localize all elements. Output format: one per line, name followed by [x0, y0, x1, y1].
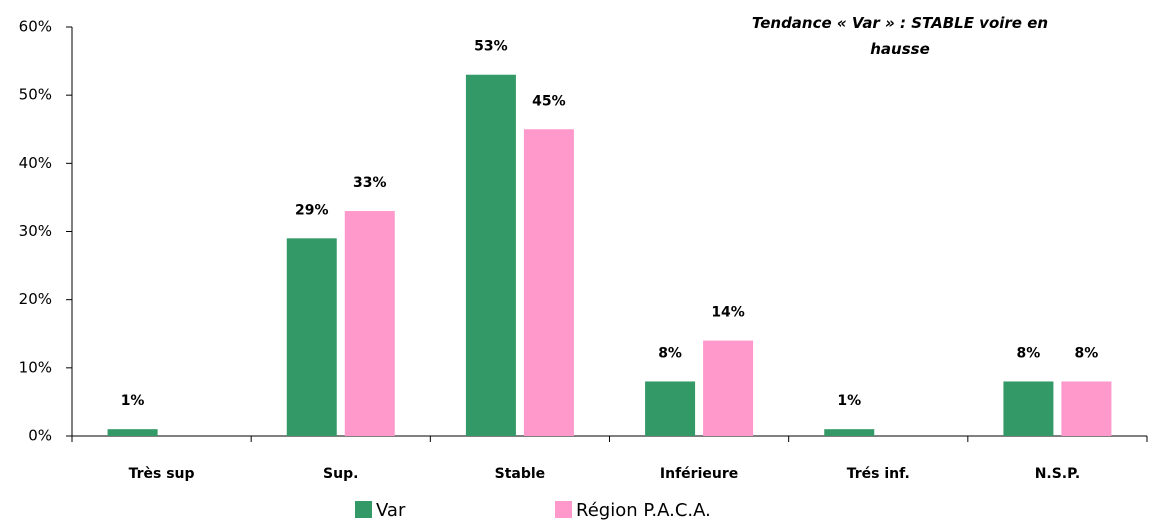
data-label: 1% — [121, 393, 145, 409]
data-label: 1% — [837, 393, 861, 409]
bar — [703, 340, 754, 436]
bar — [465, 74, 516, 436]
bar — [344, 211, 395, 436]
y-tick-label: 60% — [19, 18, 52, 36]
legend-swatch — [355, 501, 372, 518]
bar — [523, 129, 574, 436]
data-label: 45% — [532, 93, 566, 109]
x-tick-label: Inférieure — [660, 466, 738, 482]
y-tick-label: 10% — [19, 358, 52, 376]
y-tick-label: 30% — [19, 222, 52, 240]
y-tick-label: 20% — [19, 290, 52, 308]
x-tick-label: Trés inf. — [847, 466, 910, 482]
x-tick-label: N.S.P. — [1035, 466, 1080, 482]
x-tick-label: Stable — [495, 466, 546, 482]
data-label: 33% — [353, 175, 387, 191]
bar — [645, 381, 696, 436]
data-label: 8% — [1075, 345, 1099, 361]
x-tick-label: Très sup — [129, 466, 195, 482]
data-label: 8% — [658, 345, 682, 361]
data-label: 29% — [295, 202, 329, 218]
data-label: 14% — [711, 305, 745, 321]
y-tick-label: 50% — [19, 86, 52, 104]
data-label: 53% — [474, 39, 508, 55]
legend-label: Var — [376, 500, 406, 521]
bar — [824, 429, 875, 436]
bar — [1061, 381, 1112, 436]
chart-title: Tendance « Var » : STABLE voire en hauss… — [751, 14, 1049, 58]
bar — [1003, 381, 1054, 436]
data-label: 8% — [1017, 345, 1041, 361]
y-tick-label: 40% — [19, 154, 52, 172]
x-tick-label: Sup. — [323, 466, 358, 482]
legend-swatch — [555, 501, 572, 518]
legend-label: Région P.A.C.A. — [576, 500, 711, 521]
bar — [107, 429, 158, 436]
y-tick-label: 0% — [28, 427, 52, 445]
bar — [286, 238, 337, 436]
